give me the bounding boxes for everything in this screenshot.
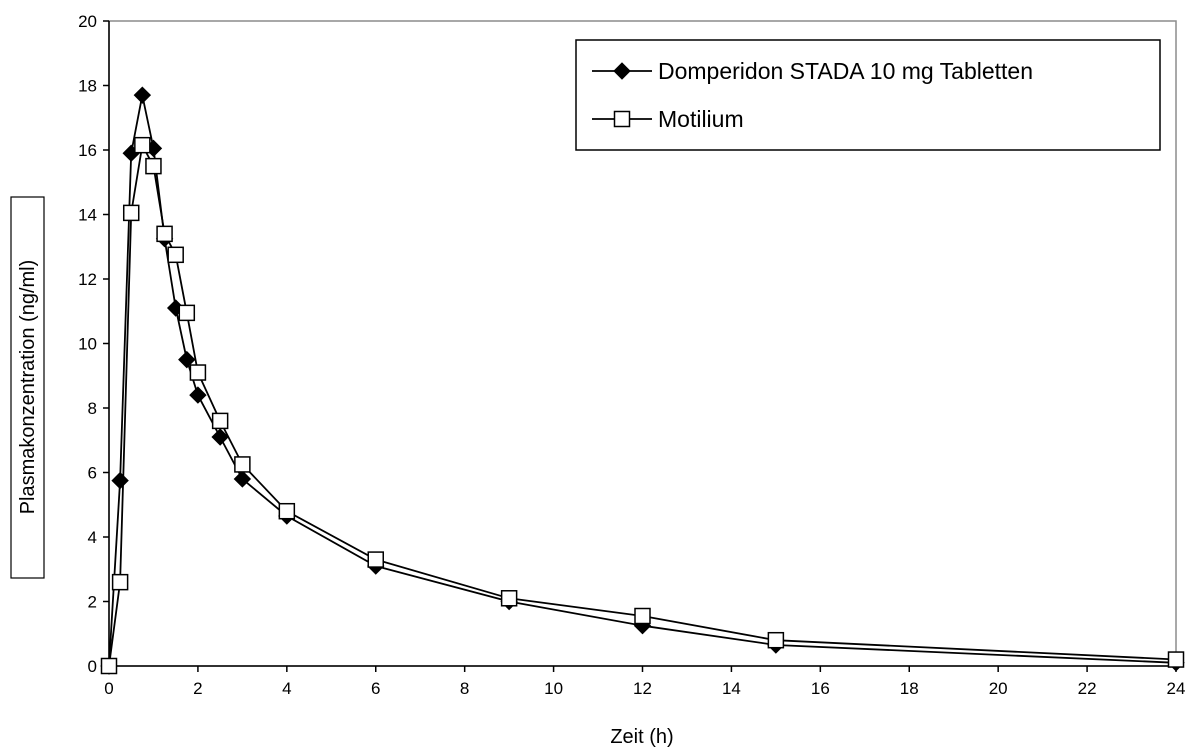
legend-marker [613, 110, 631, 128]
data-point [1167, 651, 1185, 668]
y-axis-ticks: 0 2 4 6 8 10 12 14 16 18 20 [78, 12, 109, 676]
y-tick-label: 8 [88, 399, 97, 418]
data-point [367, 551, 384, 568]
y-tick-label: 10 [78, 335, 97, 354]
data-point [234, 456, 251, 473]
x-tick-label: 2 [193, 679, 202, 698]
x-tick-label: 0 [104, 679, 113, 698]
y-tick-label: 12 [78, 270, 97, 289]
x-tick-label: 10 [544, 679, 563, 698]
data-point [133, 86, 152, 104]
x-tick-label: 6 [371, 679, 380, 698]
series-motilium [100, 136, 1185, 675]
legend: Domperidon STADA 10 mg Tabletten Motilium [575, 39, 1161, 151]
x-axis-ticks: 0 2 4 6 8 10 12 14 16 18 20 22 24 [104, 666, 1185, 698]
series-layer [100, 86, 1185, 675]
y-axis-label-box [10, 196, 45, 579]
legend-label: Domperidon STADA 10 mg Tabletten [658, 58, 1033, 84]
data-point [167, 246, 184, 264]
data-point [634, 607, 651, 625]
x-tick-label: 12 [633, 679, 652, 698]
data-point [178, 304, 196, 322]
y-tick-label: 16 [78, 141, 97, 160]
data-point [189, 386, 207, 404]
legend-entries: Domperidon STADA 10 mg Tabletten Motilium [592, 58, 1033, 132]
data-point [100, 657, 118, 675]
data-point [233, 470, 252, 488]
x-tick-label: 4 [282, 679, 291, 698]
legend-marker [613, 62, 631, 80]
data-point [178, 350, 196, 369]
x-tick-label: 24 [1167, 679, 1186, 698]
x-tick-label: 22 [1078, 679, 1097, 698]
x-tick-label: 18 [900, 679, 919, 698]
x-tick-label: 16 [811, 679, 830, 698]
legend-label: Motilium [658, 106, 744, 132]
data-point [145, 157, 162, 175]
x-axis-label: Zeit (h) [610, 726, 673, 748]
y-tick-label: 0 [88, 657, 97, 676]
x-tick-label: 20 [989, 679, 1008, 698]
data-point [156, 225, 173, 243]
y-axis-label: Plasmakonzentration (ng/ml) [17, 260, 39, 515]
y-tick-label: 14 [78, 206, 97, 225]
legend-entry: Motilium [592, 106, 744, 132]
y-tick-label: 4 [88, 528, 97, 547]
data-point [500, 590, 518, 607]
x-tick-label: 8 [460, 679, 469, 698]
data-point [278, 502, 296, 520]
y-axis-label-group: Plasmakonzentration (ng/ml) [10, 196, 45, 579]
legend-entry: Domperidon STADA 10 mg Tabletten [592, 58, 1033, 84]
y-tick-label: 6 [88, 464, 97, 483]
x-tick-label: 14 [722, 679, 741, 698]
data-point [767, 631, 785, 649]
legend-box [575, 39, 1161, 151]
y-tick-label: 2 [88, 593, 97, 612]
data-point [211, 412, 229, 430]
y-tick-label: 20 [78, 12, 97, 31]
data-point [211, 428, 229, 446]
data-point [111, 573, 129, 591]
y-tick-label: 18 [78, 77, 97, 96]
data-point [134, 136, 151, 154]
data-point [122, 204, 140, 222]
data-point [189, 364, 207, 381]
